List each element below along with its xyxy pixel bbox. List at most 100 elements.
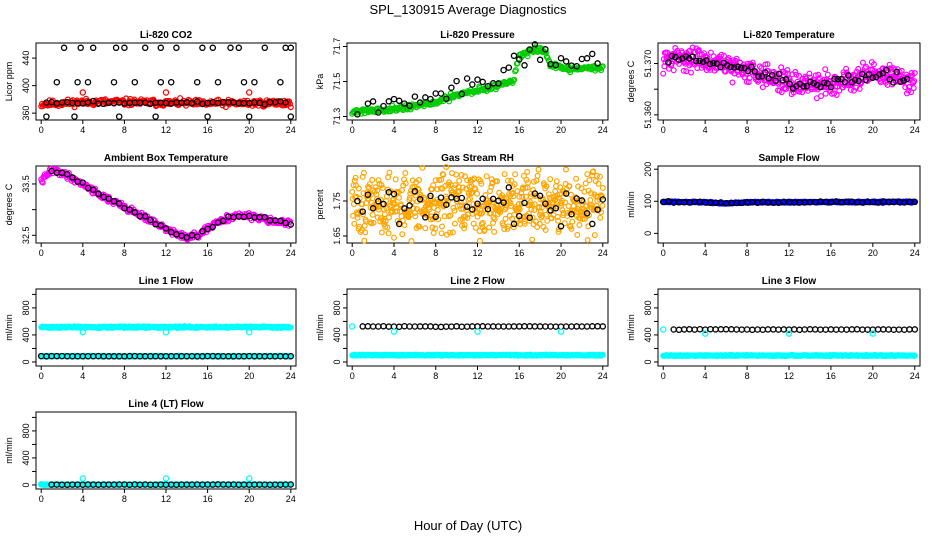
data-point: [483, 173, 490, 180]
data-point: [157, 78, 165, 86]
data-point: [432, 90, 439, 97]
x-tick-label: 4: [703, 371, 708, 381]
data-point: [594, 60, 601, 67]
data-point: [707, 325, 714, 333]
data-point: [845, 72, 852, 79]
data-point: [792, 68, 799, 75]
data-point: [240, 78, 248, 86]
data-point: [393, 204, 400, 211]
data-point: [437, 90, 445, 97]
x-tick-label: 8: [433, 125, 438, 135]
data-point: [360, 211, 367, 218]
data-point: [110, 197, 118, 205]
x-tick-label: 12: [472, 125, 482, 135]
data-point: [84, 78, 92, 86]
data-point: [89, 97, 97, 105]
data-point: [411, 323, 419, 330]
data-point: [500, 66, 507, 74]
data-point: [352, 174, 359, 181]
data-point: [364, 323, 372, 330]
data-point: [193, 98, 201, 105]
data-point: [79, 89, 87, 96]
data-point: [502, 215, 509, 222]
data-point: [770, 326, 777, 333]
data-point: [529, 236, 536, 243]
data-point: [354, 111, 361, 118]
data-point: [853, 84, 860, 91]
data-point: [507, 200, 514, 207]
data-point: [864, 326, 871, 333]
data-point: [528, 202, 535, 209]
data-point: [408, 238, 415, 245]
data-point: [562, 58, 570, 65]
data-point: [526, 217, 533, 224]
data-point: [542, 227, 549, 234]
data-point: [277, 78, 284, 86]
data-point: [406, 102, 413, 110]
x-tick-label: 16: [826, 371, 836, 381]
data-point: [364, 100, 372, 107]
x-tick-label: 24: [910, 371, 920, 381]
data-point: [817, 83, 824, 91]
data-point: [573, 175, 580, 182]
data-point: [536, 323, 544, 330]
x-tick-label: 20: [868, 371, 878, 381]
data-point: [510, 52, 518, 60]
data-point: [764, 326, 772, 333]
x-tick-label: 0: [661, 371, 666, 381]
data-point: [576, 222, 583, 229]
data-point: [903, 75, 911, 83]
data-point: [432, 225, 439, 232]
data-point: [416, 177, 423, 184]
data-point: [500, 199, 507, 206]
data-point: [451, 207, 458, 214]
data-point: [261, 44, 269, 52]
data-point: [699, 58, 707, 66]
data-point: [193, 233, 201, 240]
y-tick-label: 800: [643, 300, 653, 315]
data-point: [147, 216, 154, 224]
x-tick-label: 0: [39, 371, 44, 381]
data-point: [444, 198, 451, 205]
data-point: [472, 224, 479, 231]
y-tick-label: 71.5: [332, 73, 342, 91]
y-tick-label: 400: [21, 327, 31, 342]
data-point: [784, 70, 791, 77]
data-point: [521, 323, 528, 330]
data-point: [786, 80, 793, 88]
data-point: [784, 66, 791, 73]
data-point: [883, 66, 890, 74]
data-point: [422, 214, 429, 221]
data-point: [908, 69, 915, 76]
data-point: [380, 322, 387, 330]
y-tick-label: 71.3: [332, 108, 342, 126]
data-point: [511, 76, 518, 83]
data-point: [712, 326, 719, 333]
data-point: [360, 169, 367, 176]
data-point: [500, 323, 507, 330]
data-point: [566, 183, 573, 190]
y-tick-label: 1.75: [332, 192, 342, 210]
x-tick-label: 20: [244, 494, 254, 504]
data-point: [427, 192, 434, 200]
data-point: [411, 188, 419, 195]
data-point: [63, 170, 71, 178]
data-point: [209, 223, 217, 231]
x-tick-label: 12: [161, 371, 171, 381]
data-point: [738, 326, 746, 333]
data-point: [526, 46, 533, 53]
data-point: [381, 211, 388, 218]
data-point: [598, 64, 605, 71]
data-point: [799, 89, 806, 96]
data-point: [60, 44, 68, 52]
data-point: [859, 326, 866, 333]
data-point: [811, 326, 819, 333]
data-point: [277, 217, 284, 225]
y-tick-label: 400: [21, 78, 31, 93]
data-point: [758, 64, 765, 71]
x-tick-label: 0: [350, 125, 355, 135]
data-point: [832, 326, 840, 333]
data-point: [510, 323, 518, 330]
